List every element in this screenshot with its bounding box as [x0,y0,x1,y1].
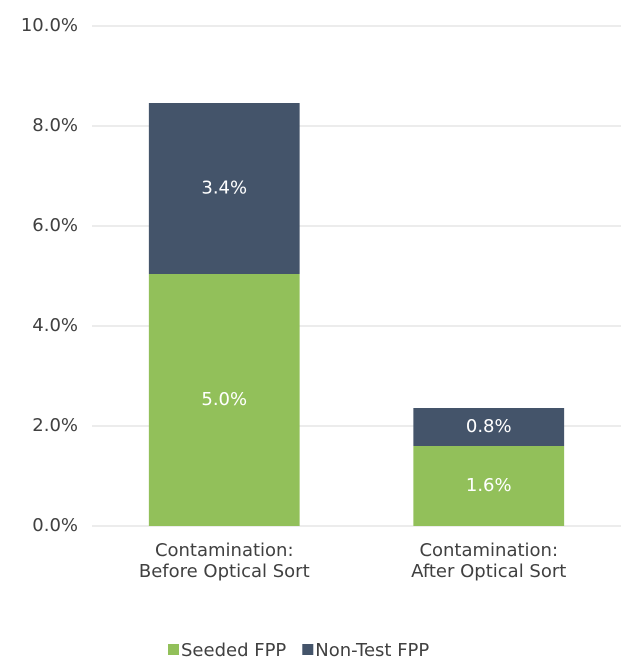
data-label: 3.4% [201,178,247,199]
y-tick-label: 0.0% [32,515,78,536]
data-label: 0.8% [466,416,512,437]
legend-label: Non-Test FPP [315,640,429,660]
x-tick-label: Contamination: Before Optical Sort [138,540,310,582]
data-label: 5.0% [201,389,247,410]
y-tick-label: 4.0% [32,315,78,336]
y-tick-label: 6.0% [32,215,78,236]
legend-label: Seeded FPP [181,640,286,660]
bar-segment [148,274,300,526]
y-tick-label: 10.0% [21,15,78,36]
bar-segment [413,408,565,446]
legend-swatch [168,644,179,655]
x-tick-label: Contamination: After Optical Sort [411,540,567,582]
data-label: 1.6% [466,475,512,496]
bar-segment [413,446,565,526]
y-tick-label: 8.0% [32,115,78,136]
bar-segment [148,103,300,274]
legend-swatch [302,644,314,655]
y-tick-label: 2.0% [32,415,78,436]
